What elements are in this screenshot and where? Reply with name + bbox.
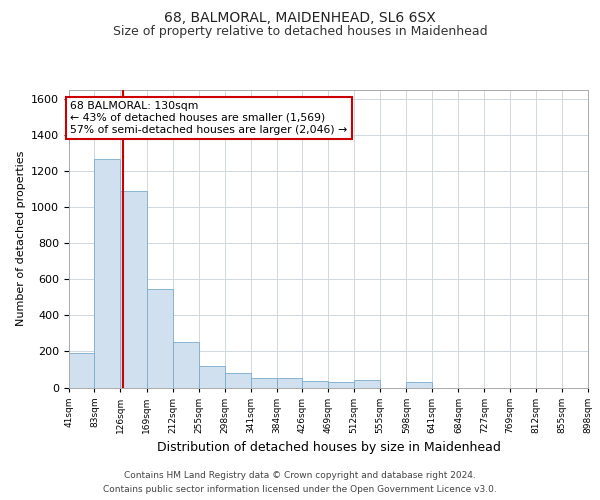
Text: 68, BALMORAL, MAIDENHEAD, SL6 6SX: 68, BALMORAL, MAIDENHEAD, SL6 6SX xyxy=(164,10,436,24)
Text: Size of property relative to detached houses in Maidenhead: Size of property relative to detached ho… xyxy=(113,24,487,38)
Bar xyxy=(173,342,199,388)
Bar xyxy=(277,378,302,388)
Bar xyxy=(121,191,146,388)
Bar xyxy=(69,353,94,388)
Bar xyxy=(354,380,380,388)
Y-axis label: Number of detached properties: Number of detached properties xyxy=(16,151,26,326)
Bar xyxy=(328,382,354,388)
Text: Contains HM Land Registry data © Crown copyright and database right 2024.: Contains HM Land Registry data © Crown c… xyxy=(124,472,476,480)
Bar xyxy=(94,158,121,388)
X-axis label: Distribution of detached houses by size in Maidenhead: Distribution of detached houses by size … xyxy=(157,441,500,454)
Bar xyxy=(251,378,277,388)
Bar xyxy=(146,289,173,388)
Bar xyxy=(302,381,328,388)
Text: 68 BALMORAL: 130sqm
← 43% of detached houses are smaller (1,569)
57% of semi-det: 68 BALMORAL: 130sqm ← 43% of detached ho… xyxy=(70,102,347,134)
Bar xyxy=(224,373,251,388)
Text: Contains public sector information licensed under the Open Government Licence v3: Contains public sector information licen… xyxy=(103,484,497,494)
Bar xyxy=(199,366,224,388)
Bar xyxy=(406,382,433,388)
